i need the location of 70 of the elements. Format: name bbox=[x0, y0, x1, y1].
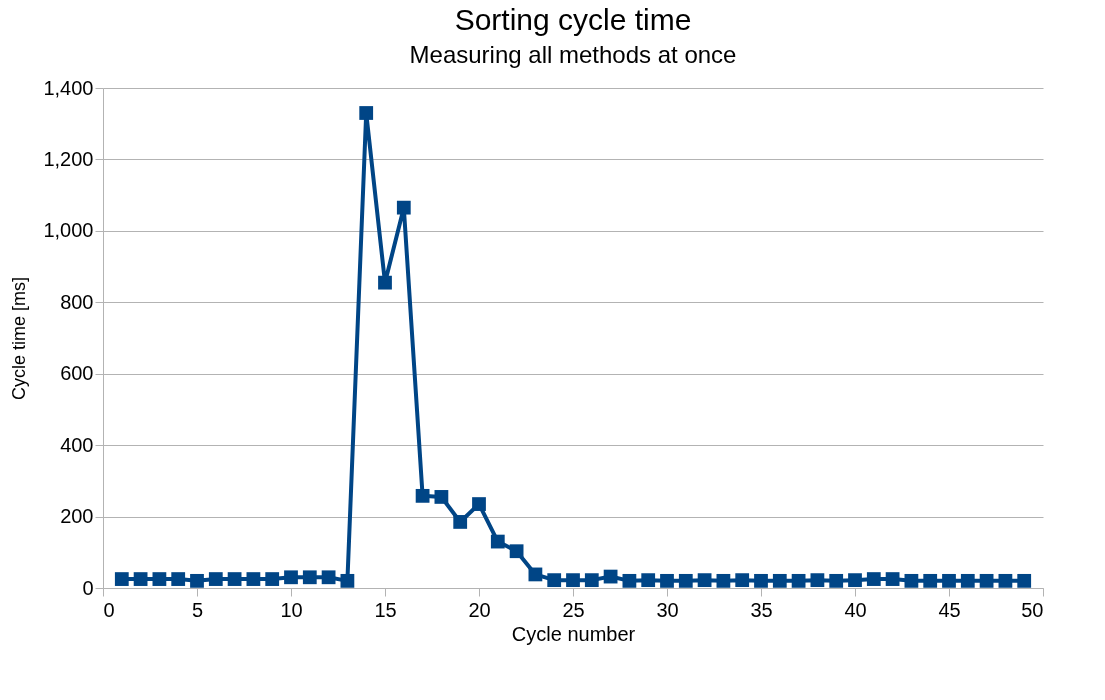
point bbox=[772, 573, 787, 588]
point bbox=[246, 572, 261, 586]
point bbox=[960, 573, 975, 588]
x-tick-label: 35 bbox=[750, 598, 773, 621]
x-tick-label: 15 bbox=[374, 598, 397, 621]
x-tick-label: 50 bbox=[1021, 598, 1044, 621]
point bbox=[490, 534, 505, 549]
y-tick-label: 1,000 bbox=[43, 219, 94, 242]
point bbox=[453, 515, 468, 529]
point bbox=[321, 570, 336, 585]
x-tick-label: 20 bbox=[468, 598, 491, 621]
point bbox=[735, 573, 750, 588]
y-tick-label: 200 bbox=[60, 505, 94, 528]
point bbox=[208, 572, 223, 586]
x-tick-label: 10 bbox=[280, 598, 303, 621]
point bbox=[396, 200, 411, 215]
y-tick-label: 800 bbox=[60, 290, 94, 313]
point bbox=[848, 573, 862, 588]
y-tick-label: 1,200 bbox=[43, 147, 94, 170]
point bbox=[754, 573, 768, 588]
point bbox=[810, 573, 825, 588]
point bbox=[904, 573, 919, 588]
point bbox=[678, 573, 693, 588]
point bbox=[434, 490, 449, 504]
chart-title: Sorting cycle time bbox=[454, 3, 692, 36]
point bbox=[415, 488, 430, 503]
point bbox=[716, 573, 731, 588]
y-tick-label: 600 bbox=[60, 362, 94, 385]
y-tick-label: 1,400 bbox=[43, 76, 94, 99]
x-tick-label: 45 bbox=[938, 598, 961, 621]
point bbox=[302, 570, 317, 585]
point bbox=[359, 106, 374, 120]
point bbox=[942, 573, 956, 588]
point bbox=[472, 497, 486, 511]
x-tick-label: 25 bbox=[562, 598, 585, 621]
point bbox=[885, 572, 900, 586]
point bbox=[547, 573, 562, 588]
point bbox=[171, 572, 186, 586]
point bbox=[133, 572, 148, 586]
point bbox=[791, 573, 806, 588]
point bbox=[190, 573, 204, 588]
point bbox=[227, 572, 242, 586]
point bbox=[152, 572, 167, 586]
point bbox=[509, 544, 524, 559]
x-tick-label: 0 bbox=[103, 598, 115, 621]
point bbox=[265, 572, 280, 586]
y-tick-label: 0 bbox=[82, 576, 94, 599]
chart-subtitle: Measuring all methods at once bbox=[409, 41, 737, 68]
point bbox=[622, 573, 637, 588]
point bbox=[641, 573, 656, 588]
point bbox=[923, 573, 938, 588]
point bbox=[584, 573, 599, 588]
point bbox=[979, 573, 994, 588]
point bbox=[866, 572, 881, 586]
x-tick-label: 30 bbox=[656, 598, 679, 621]
point bbox=[829, 573, 844, 588]
x-tick-label: 5 bbox=[191, 598, 204, 621]
x-axis-title: Cycle number bbox=[511, 622, 636, 645]
y-tick-label: 400 bbox=[60, 433, 94, 456]
point bbox=[378, 275, 392, 290]
x-tick-label: 40 bbox=[844, 598, 867, 621]
point bbox=[114, 572, 129, 586]
y-axis-title: Cycle time [ms] bbox=[9, 276, 30, 401]
point bbox=[998, 573, 1013, 588]
point bbox=[340, 573, 355, 588]
point bbox=[566, 573, 580, 588]
point bbox=[1017, 573, 1032, 588]
point bbox=[660, 573, 674, 588]
point bbox=[284, 570, 298, 585]
point bbox=[697, 573, 712, 588]
